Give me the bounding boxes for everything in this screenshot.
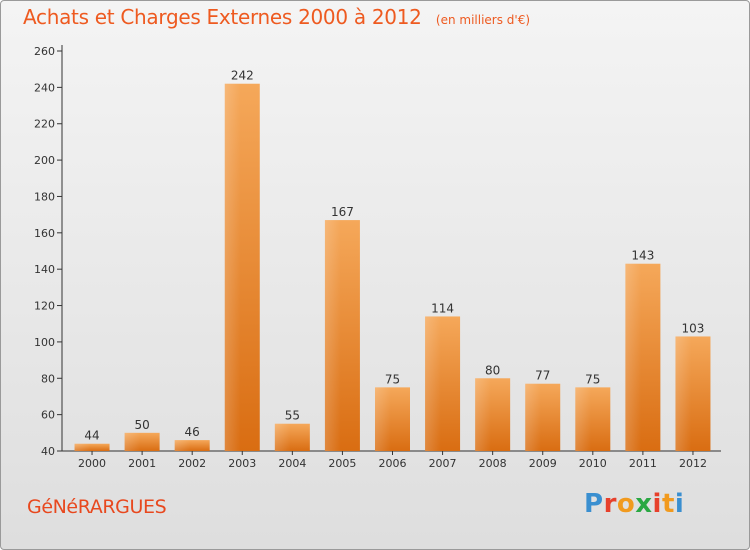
- y-tick-label: 180: [34, 190, 55, 203]
- value-label-2010: 75: [585, 372, 600, 386]
- y-tick-label: 220: [34, 118, 55, 131]
- bar-highlight-2007: [425, 316, 441, 451]
- x-tick-label-2009: 2009: [529, 457, 557, 470]
- x-tick-label-2005: 2005: [328, 457, 356, 470]
- bar-highlight-2004: [274, 423, 291, 451]
- logo-letter: x: [635, 489, 653, 519]
- y-tick-label: 80: [41, 372, 55, 385]
- value-label-2001: 50: [134, 418, 149, 432]
- bar-highlight-2000: [74, 443, 91, 451]
- bar-highlight-2009: [525, 383, 541, 451]
- y-tick-label: 240: [34, 81, 55, 94]
- value-label-2002: 46: [185, 425, 200, 439]
- value-label-2012: 103: [682, 321, 705, 335]
- x-tick-label-2007: 2007: [429, 457, 457, 470]
- town-name: GéNéRARGUES: [27, 496, 167, 518]
- x-tick-label-2003: 2003: [228, 457, 256, 470]
- proxiti-logo: Proxiti: [584, 489, 684, 519]
- bar-highlight-2006: [375, 387, 391, 451]
- bar-highlight-2008: [475, 378, 491, 451]
- x-tick-label-2008: 2008: [479, 457, 507, 470]
- value-label-2005: 167: [331, 205, 354, 219]
- value-label-2009: 77: [535, 369, 550, 383]
- x-tick-label-2004: 2004: [278, 457, 306, 470]
- value-label-2000: 44: [84, 429, 99, 443]
- y-tick-label: 100: [34, 336, 55, 349]
- bar-2000: [74, 443, 110, 451]
- value-label-2004: 55: [285, 409, 300, 423]
- bar-highlight-2003: [224, 83, 241, 452]
- logo-letter: r: [603, 489, 617, 519]
- chart-subtitle: (en milliers d'€): [435, 13, 531, 27]
- x-tick-label-2002: 2002: [178, 457, 206, 470]
- logo-letter: i: [674, 489, 685, 519]
- bar-highlight-2011: [625, 263, 642, 451]
- chart-title: Achats et Charges Externes 2000 à 2012: [23, 5, 422, 29]
- x-tick-label-2012: 2012: [679, 457, 707, 470]
- y-tick-label: 140: [34, 263, 55, 276]
- y-tick-label: 120: [34, 300, 55, 313]
- value-label-2008: 80: [485, 363, 500, 377]
- y-tick-label: 60: [41, 409, 55, 422]
- y-tick-label: 40: [41, 445, 55, 458]
- bar-highlight-2002: [174, 440, 191, 451]
- value-label-2003: 242: [231, 69, 254, 83]
- logo-letter: t: [661, 489, 675, 519]
- x-tick-label-2000: 2000: [78, 457, 106, 470]
- logo-letter: o: [616, 489, 636, 519]
- y-tick-label: 260: [34, 45, 55, 58]
- bar-highlight-2012: [675, 336, 692, 451]
- bar-highlight-2001: [124, 432, 141, 451]
- value-label-2006: 75: [385, 372, 400, 386]
- logo-letter: P: [584, 489, 604, 519]
- value-label-2011: 143: [631, 249, 654, 263]
- chart-title-block: Achats et Charges Externes 2000 à 2012 (…: [23, 5, 530, 29]
- y-tick-label: 200: [34, 154, 55, 167]
- x-tick-label-2001: 2001: [128, 457, 156, 470]
- x-tick-label-2006: 2006: [379, 457, 407, 470]
- x-tick-label-2010: 2010: [579, 457, 607, 470]
- x-tick-label-2011: 2011: [629, 457, 657, 470]
- bar-2002: [174, 440, 210, 451]
- value-label-2007: 114: [431, 301, 454, 315]
- y-tick-label: 160: [34, 227, 55, 240]
- logo-letter: i: [652, 489, 662, 519]
- bar-highlight-2005: [324, 220, 341, 451]
- bar-highlight-2010: [575, 387, 592, 451]
